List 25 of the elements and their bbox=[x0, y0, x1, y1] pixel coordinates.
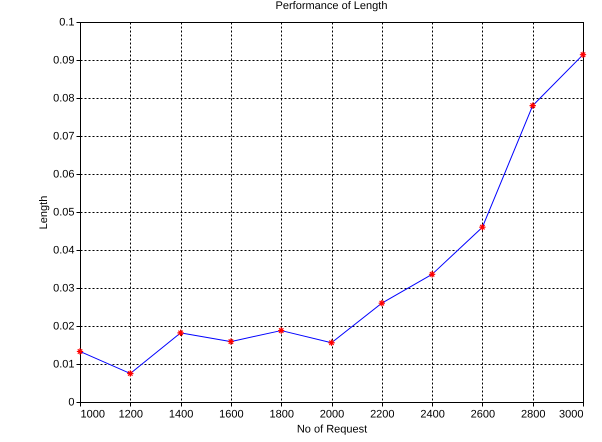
x-tick-label: 1400 bbox=[168, 408, 194, 420]
y-tick-label: 0 bbox=[68, 396, 74, 408]
x-tick-label: 2600 bbox=[470, 408, 496, 420]
y-tick-label: 0.1 bbox=[59, 16, 74, 28]
y-tick-label: 0.04 bbox=[53, 244, 74, 256]
x-tick-label: 3000 bbox=[559, 408, 584, 420]
y-tick-label: 0.03 bbox=[53, 282, 74, 294]
x-tick-label: 2800 bbox=[520, 408, 546, 420]
y-tick-label: 0.02 bbox=[53, 320, 74, 332]
x-axis-title: No of Request bbox=[296, 424, 368, 436]
x-tick-label: 1200 bbox=[118, 408, 144, 420]
x-tick-label: 1800 bbox=[269, 408, 294, 420]
chart-title: Performance of Length bbox=[276, 0, 388, 12]
y-axis-title: Length bbox=[38, 196, 50, 230]
x-tick-label: 2200 bbox=[370, 408, 395, 420]
y-tick-label: 0.08 bbox=[53, 92, 74, 104]
x-tick-label: 2400 bbox=[420, 408, 445, 420]
x-tick-label: 1000 bbox=[80, 408, 105, 420]
y-tick-label: 0.07 bbox=[53, 130, 74, 142]
y-tick-label: 0.06 bbox=[53, 168, 74, 180]
x-tick-label: 1600 bbox=[219, 408, 244, 420]
y-tick-label: 0.01 bbox=[53, 358, 74, 370]
y-tick-label: 0.09 bbox=[53, 54, 74, 66]
x-tick-label: 2000 bbox=[320, 408, 344, 420]
y-tick-label: 0.05 bbox=[53, 206, 74, 218]
